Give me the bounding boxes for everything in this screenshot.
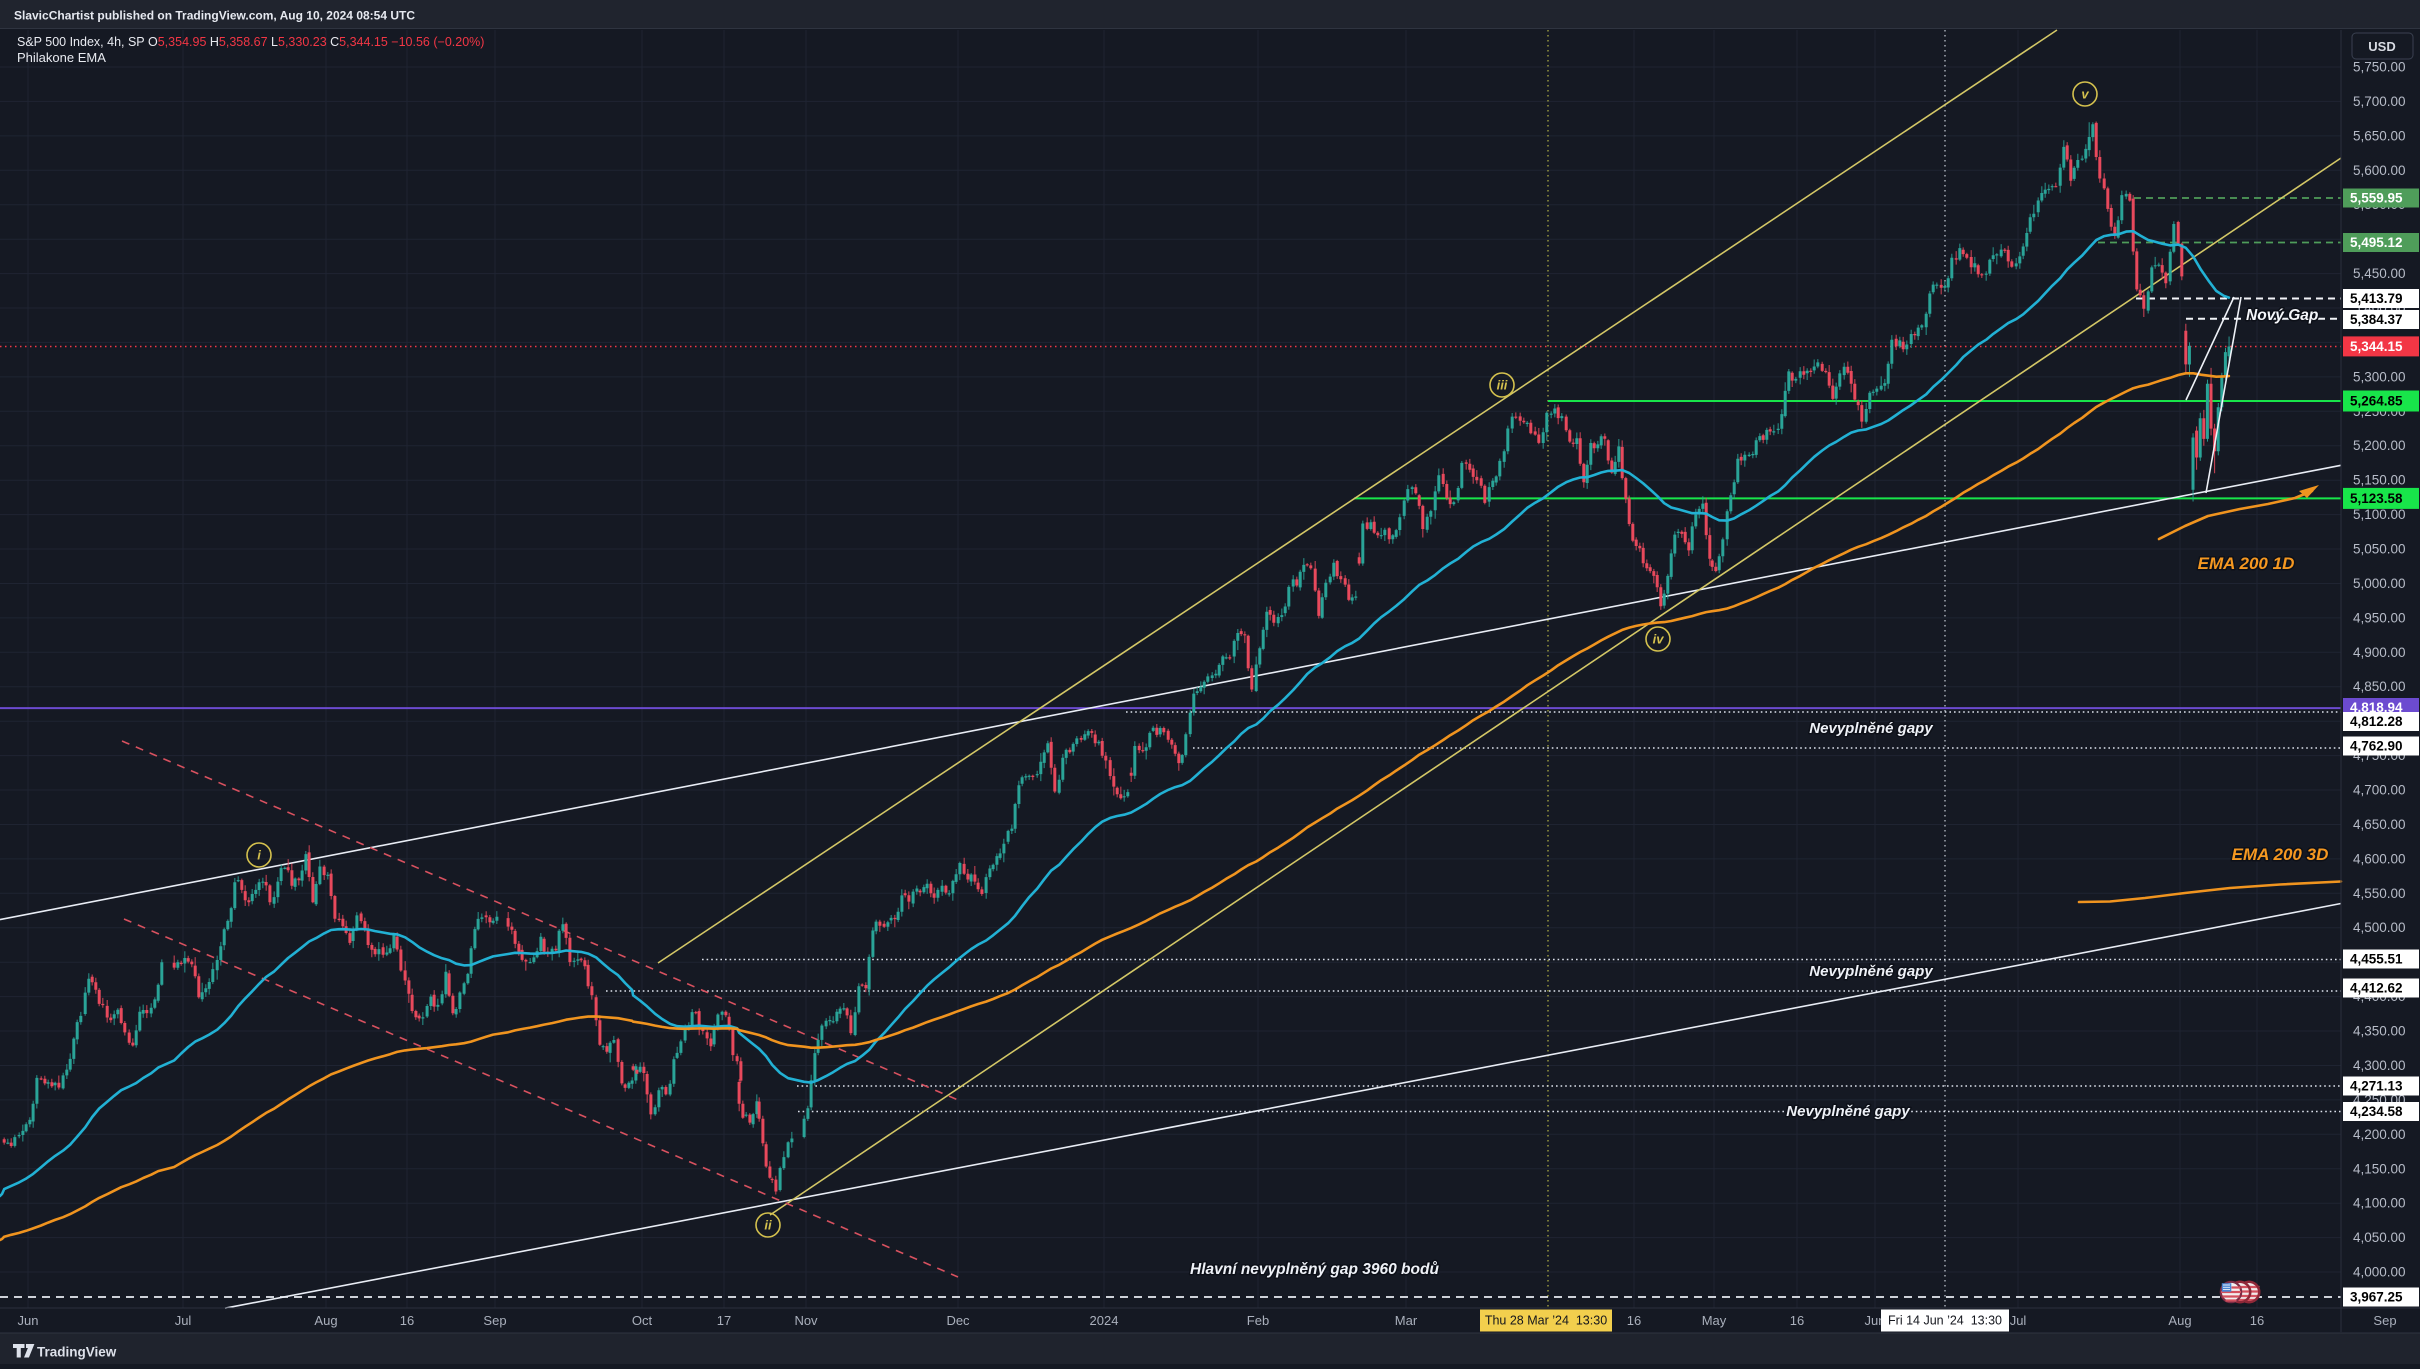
svg-text:4,650.00: 4,650.00 — [2353, 817, 2406, 832]
svg-text:Feb: Feb — [1247, 1313, 1269, 1328]
svg-text:Sep: Sep — [483, 1313, 506, 1328]
svg-text:5,450.00: 5,450.00 — [2353, 266, 2406, 281]
svg-text:i: i — [257, 848, 261, 863]
svg-text:5,200.00: 5,200.00 — [2353, 438, 2406, 453]
svg-text:iv: iv — [1653, 632, 1665, 647]
svg-text:5,600.00: 5,600.00 — [2353, 163, 2406, 178]
svg-text:EMA 200 3D: EMA 200 3D — [2232, 845, 2329, 864]
svg-text:Jun: Jun — [1865, 1313, 1886, 1328]
svg-text:4,900.00: 4,900.00 — [2353, 645, 2406, 660]
svg-text:USD: USD — [2368, 39, 2395, 54]
svg-text:4,200.00: 4,200.00 — [2353, 1127, 2406, 1142]
svg-text:EMA 200 1D: EMA 200 1D — [2198, 554, 2295, 573]
svg-text:v: v — [2081, 87, 2089, 102]
svg-text:3,967.25: 3,967.25 — [2350, 1290, 2403, 1305]
svg-text:5,300.00: 5,300.00 — [2353, 369, 2406, 384]
svg-text:Oct: Oct — [632, 1313, 653, 1328]
svg-text:Fri 14 Jun ’24 13:30: Fri 14 Jun ’24 13:30 — [1888, 1314, 2002, 1328]
svg-text:Jul: Jul — [175, 1313, 192, 1328]
svg-text:4,950.00: 4,950.00 — [2353, 610, 2406, 625]
svg-text:4,271.13: 4,271.13 — [2350, 1079, 2403, 1094]
svg-text:16: 16 — [400, 1313, 414, 1328]
svg-text:4,000.00: 4,000.00 — [2353, 1265, 2406, 1280]
svg-text:Aug: Aug — [2168, 1313, 2191, 1328]
svg-text:5,495.12: 5,495.12 — [2350, 235, 2403, 250]
svg-text:5,344.15: 5,344.15 — [2350, 339, 2403, 354]
svg-text:5,650.00: 5,650.00 — [2353, 128, 2406, 143]
svg-text:Jul: Jul — [2010, 1313, 2027, 1328]
svg-text:5,700.00: 5,700.00 — [2353, 94, 2406, 109]
svg-text:O5,354.95 H5,358.67 L5,330.23: O5,354.95 H5,358.67 L5,330.23 C5,344.15 … — [148, 35, 484, 49]
svg-text:16: 16 — [1627, 1313, 1641, 1328]
svg-text:5,559.95: 5,559.95 — [2350, 191, 2403, 206]
svg-text:4,455.51: 4,455.51 — [2350, 952, 2403, 967]
svg-text:5,100.00: 5,100.00 — [2353, 507, 2406, 522]
svg-text:4,150.00: 4,150.00 — [2353, 1161, 2406, 1176]
svg-text:5,750.00: 5,750.00 — [2353, 60, 2406, 75]
svg-text:ii: ii — [764, 1218, 772, 1233]
svg-text:Nevyplněné gapy: Nevyplněné gapy — [1809, 963, 1933, 980]
svg-text:Philakone EMA: Philakone EMA — [17, 50, 106, 65]
svg-text:Dec: Dec — [946, 1313, 970, 1328]
svg-text:May: May — [1702, 1313, 1727, 1328]
svg-text:S&P 500 Index, 4h, SP: S&P 500 Index, 4h, SP — [17, 35, 145, 49]
svg-text:4,500.00: 4,500.00 — [2353, 920, 2406, 935]
svg-text:Hlavní nevyplněný gap 3960 bod: Hlavní nevyplněný gap 3960 bodů — [1190, 1261, 1439, 1278]
svg-text:Mar: Mar — [1395, 1313, 1418, 1328]
svg-text:16: 16 — [1790, 1313, 1804, 1328]
svg-text:4,850.00: 4,850.00 — [2353, 679, 2406, 694]
svg-text:Nový Gap: Nový Gap — [2246, 307, 2318, 324]
svg-text:5,150.00: 5,150.00 — [2353, 473, 2406, 488]
svg-text:Nevyplněné gapy: Nevyplněné gapy — [1809, 720, 1933, 737]
svg-text:Nov: Nov — [794, 1313, 818, 1328]
svg-text:4,350.00: 4,350.00 — [2353, 1024, 2406, 1039]
svg-text:Nevyplněné gapy: Nevyplněné gapy — [1786, 1103, 1910, 1120]
svg-text:4,412.62: 4,412.62 — [2350, 981, 2403, 996]
svg-text:5,000.00: 5,000.00 — [2353, 576, 2406, 591]
svg-text:4,550.00: 4,550.00 — [2353, 886, 2406, 901]
svg-text:5,050.00: 5,050.00 — [2353, 542, 2406, 557]
svg-text:4,700.00: 4,700.00 — [2353, 783, 2406, 798]
svg-text:SlavicChartist published on Tr: SlavicChartist published on TradingView.… — [14, 9, 415, 23]
svg-text:5,384.37: 5,384.37 — [2350, 312, 2403, 327]
svg-text:4,600.00: 4,600.00 — [2353, 851, 2406, 866]
svg-text:4,812.28: 4,812.28 — [2350, 714, 2403, 729]
svg-text:2024: 2024 — [1090, 1313, 1119, 1328]
svg-text:4,762.90: 4,762.90 — [2350, 739, 2403, 754]
svg-text:16: 16 — [2250, 1313, 2264, 1328]
svg-text:4,100.00: 4,100.00 — [2353, 1196, 2406, 1211]
svg-text:TradingView: TradingView — [37, 1345, 117, 1360]
svg-text:5,413.79: 5,413.79 — [2350, 291, 2403, 306]
svg-text:5,264.85: 5,264.85 — [2350, 394, 2403, 409]
svg-text:Sep: Sep — [2373, 1313, 2396, 1328]
svg-text:5,123.58: 5,123.58 — [2350, 491, 2403, 506]
svg-text:4,234.58: 4,234.58 — [2350, 1104, 2403, 1119]
svg-text:17: 17 — [717, 1313, 731, 1328]
svg-text:iii: iii — [1497, 378, 1508, 393]
svg-text:4,050.00: 4,050.00 — [2353, 1230, 2406, 1245]
svg-text:Jun: Jun — [18, 1313, 39, 1328]
svg-text:Thu 28 Mar ’24 13:30: Thu 28 Mar ’24 13:30 — [1485, 1314, 1607, 1328]
svg-text:4,818.94: 4,818.94 — [2350, 700, 2403, 715]
svg-text:Aug: Aug — [314, 1313, 337, 1328]
svg-text:4,300.00: 4,300.00 — [2353, 1058, 2406, 1073]
